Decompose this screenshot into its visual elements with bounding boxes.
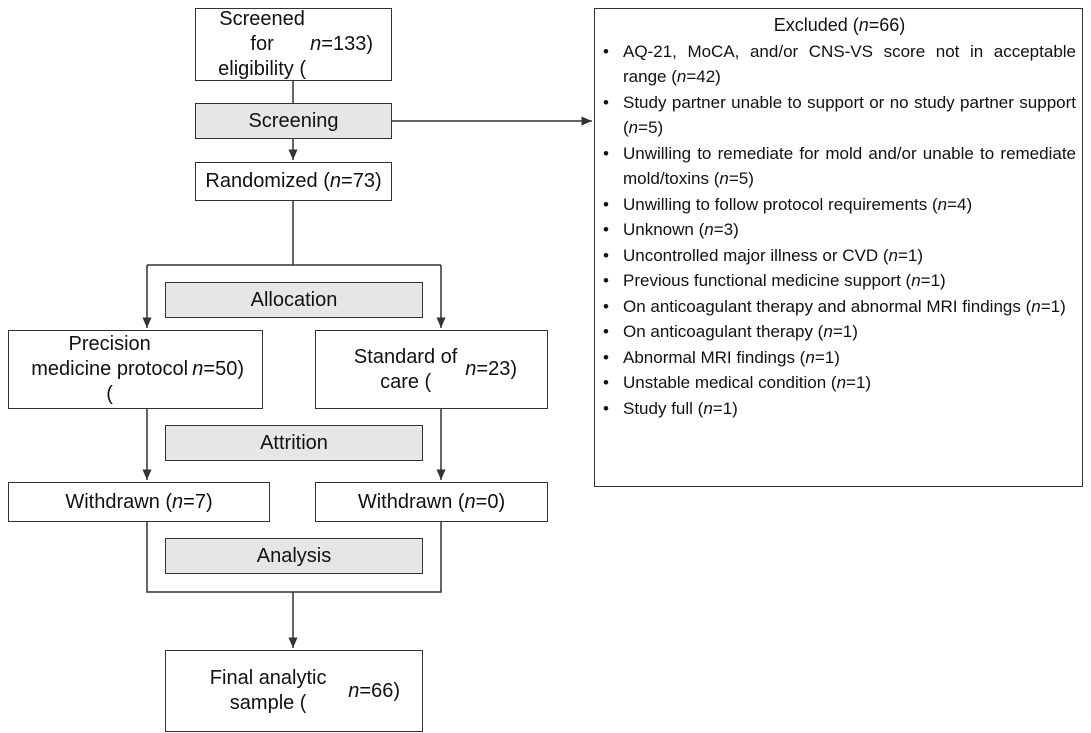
excluded-item: Unwilling to remediate for mold and/or u… — [603, 141, 1076, 192]
flow-box: Screened for eligibility (n =133) — [195, 8, 392, 81]
excluded-item: Previous functional medicine support (n=… — [603, 268, 1076, 294]
excluded-item: Unwilling to follow protocol requirement… — [603, 192, 1076, 218]
excluded-item: Unknown (n=3) — [603, 217, 1076, 243]
flow-box: Withdrawn (n =7) — [8, 482, 270, 522]
stage-box: Screening — [195, 103, 392, 139]
excluded-item: On anticoagulant therapy (n=1) — [603, 319, 1076, 345]
excluded-item: Unstable medical condition (n=1) — [603, 370, 1076, 396]
excluded-item: Study partner unable to support or no st… — [603, 90, 1076, 141]
flow-box: Withdrawn (n =0) — [315, 482, 548, 522]
stage-box: Analysis — [165, 538, 423, 574]
excluded-item: Abnormal MRI findings (n=1) — [603, 345, 1076, 371]
excluded-list: AQ-21, MoCA, and/or CNS-VS score not in … — [603, 39, 1076, 422]
excluded-item: Study full (n=1) — [603, 396, 1076, 422]
flow-box: Standard of care (n =23) — [315, 330, 548, 409]
excluded-item: AQ-21, MoCA, and/or CNS-VS score not in … — [603, 39, 1076, 90]
flow-box: Final analytic sample (n =66) — [165, 650, 423, 732]
flow-box: Precision medicine protocol (n =50) — [8, 330, 263, 409]
excluded-box: Excluded (n=66) AQ-21, MoCA, and/or CNS-… — [594, 8, 1083, 487]
flow-box: Randomized (n =73) — [195, 162, 392, 201]
stage-box: Allocation — [165, 282, 423, 318]
connector — [146, 522, 442, 593]
excluded-item: On anticoagulant therapy and abnormal MR… — [603, 294, 1076, 320]
stage-box: Attrition — [165, 425, 423, 461]
excluded-item: Uncontrolled major illness or CVD (n=1) — [603, 243, 1076, 269]
excluded-title: Excluded (n=66) — [773, 15, 906, 35]
